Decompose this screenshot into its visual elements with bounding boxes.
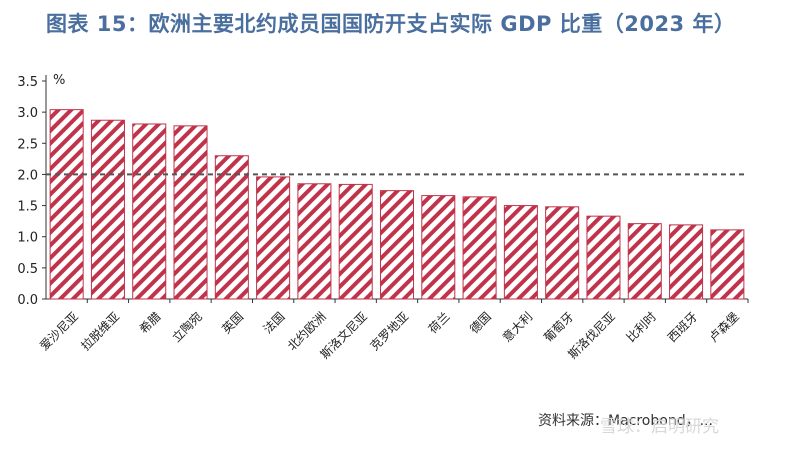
bar <box>132 123 167 300</box>
x-tick-label: 克罗地亚 <box>367 309 411 353</box>
x-tick-label: 立陶宛 <box>169 309 205 345</box>
y-tick-label: 1.5 <box>17 200 38 215</box>
x-tick-label: 德国 <box>466 309 494 337</box>
x-tick-label: 爱沙尼亚 <box>37 309 81 353</box>
bar <box>49 109 84 300</box>
x-tick-label: 希腊 <box>136 309 164 337</box>
x-tick-label: 法国 <box>261 309 288 336</box>
x-tick-label: 葡萄牙 <box>541 309 576 344</box>
bar <box>297 183 332 300</box>
y-tick-label: 2.5 <box>17 137 38 152</box>
watermark: 雪球：启明研究 <box>600 417 719 437</box>
x-tick-label: 卢森堡 <box>706 309 742 345</box>
bar <box>379 190 415 300</box>
y-tick-label: 3.5 <box>17 75 38 90</box>
bar <box>338 183 373 300</box>
bar <box>214 155 249 300</box>
bar <box>503 205 538 300</box>
x-tick-label: 英国 <box>219 309 246 336</box>
source-note: 资料来源：Macrobond，... <box>538 413 713 429</box>
y-tick-label: 0.0 <box>17 293 38 308</box>
bar <box>627 223 662 300</box>
x-tick-label: 西班牙 <box>665 309 700 344</box>
x-tick-label: 比利时 <box>624 309 659 344</box>
chart-bars <box>49 109 745 300</box>
x-tick-label: 荷兰 <box>426 309 453 336</box>
x-tick-label: 意大利 <box>499 309 535 345</box>
y-tick-label: 1.0 <box>17 231 38 246</box>
y-tick-label: 2.0 <box>17 168 38 183</box>
bar <box>256 176 291 300</box>
bar <box>421 195 456 300</box>
y-tick-label: 3.0 <box>17 106 38 121</box>
bar <box>173 125 208 300</box>
bar <box>545 206 580 300</box>
bar <box>710 229 745 300</box>
chart-title: 图表 15：欧洲主要北约成员国国防开支占实际 GDP 比重（2023 年） <box>46 12 736 36</box>
bar <box>669 224 704 300</box>
y-tick-label: 0.5 <box>17 262 38 277</box>
bar <box>462 196 497 300</box>
bar <box>586 215 621 300</box>
y-unit-label: % <box>53 73 65 88</box>
x-tick-label: 拉脱维亚 <box>78 309 123 354</box>
bar <box>90 119 125 300</box>
